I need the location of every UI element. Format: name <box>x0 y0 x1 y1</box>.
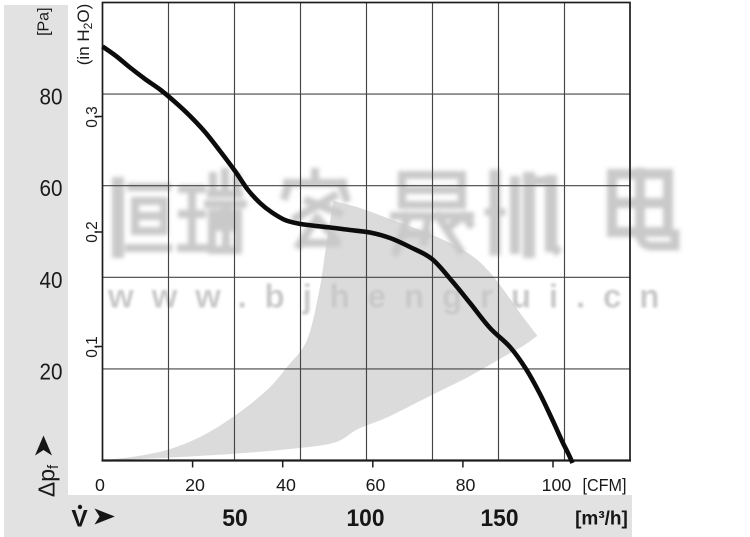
svg-text:0,2: 0,2 <box>84 221 101 243</box>
svg-text:[m³/h]: [m³/h] <box>575 509 628 530</box>
svg-text:100: 100 <box>347 505 385 532</box>
svg-text:www.bjhengrui.cn: www.bjhengrui.cn <box>107 278 677 315</box>
svg-text:(in H2O): (in H2O) <box>74 4 95 65</box>
svg-text:20: 20 <box>185 475 205 495</box>
svg-text:60: 60 <box>40 175 63 201</box>
svg-text:[Pa]: [Pa] <box>36 7 53 35</box>
svg-text:Δpf: Δpf <box>34 464 63 497</box>
svg-text:0,1: 0,1 <box>84 336 101 358</box>
svg-text:40: 40 <box>276 475 296 495</box>
svg-text:80: 80 <box>456 475 476 495</box>
svg-text:40: 40 <box>40 267 63 293</box>
svg-text:0: 0 <box>95 475 105 495</box>
svg-text:0,3: 0,3 <box>84 106 101 128</box>
svg-text:60: 60 <box>366 475 386 495</box>
svg-text:50: 50 <box>222 505 248 532</box>
svg-text:20: 20 <box>40 358 63 384</box>
svg-text:80: 80 <box>40 84 63 110</box>
svg-text:[CFM]: [CFM] <box>583 475 627 495</box>
svg-text:150: 150 <box>481 505 519 532</box>
svg-text:V: V <box>71 506 88 533</box>
svg-text:100: 100 <box>542 475 572 495</box>
